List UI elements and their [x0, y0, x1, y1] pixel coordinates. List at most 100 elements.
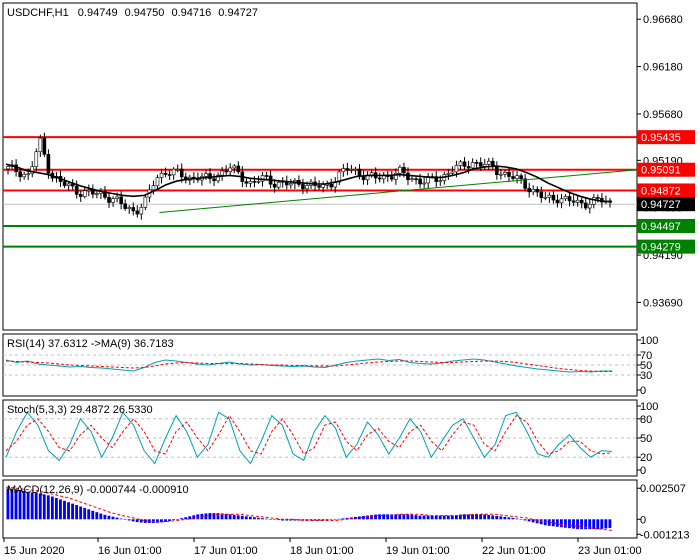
macd-histogram-bar [414, 515, 418, 520]
bull-candle [531, 188, 536, 193]
bear-candle [527, 188, 531, 193]
macd-histogram-bar [10, 488, 14, 520]
rsi-level-label: 70 [640, 350, 652, 362]
rsi-level-label: 50 [640, 360, 652, 372]
bear-candle [14, 164, 18, 173]
macd-histogram-bar [523, 519, 527, 521]
time-label: 16 Jun 01:00 [98, 545, 162, 557]
macd-histogram-bar [172, 519, 175, 521]
macd-histogram-bar [123, 519, 127, 520]
time-label: 23 Jun 01:00 [578, 545, 642, 557]
macd-histogram-bar [59, 499, 62, 520]
macd-histogram-bar [547, 519, 551, 526]
macd-histogram-bar [559, 519, 563, 528]
macd-histogram-bar [353, 516, 357, 520]
macd-histogram-bar [313, 519, 317, 521]
bear-candle [62, 181, 67, 186]
macd-histogram-bar [386, 514, 390, 520]
macd-histogram-bar [155, 519, 159, 523]
bear-candle [478, 162, 483, 167]
macd-histogram-bar [6, 488, 10, 520]
bear-candle [511, 176, 515, 179]
macd-histogram-bar [370, 515, 373, 520]
bear-candle [91, 189, 95, 195]
macd-histogram-bar [184, 517, 188, 520]
macd-histogram-bar [442, 515, 446, 520]
bull-candle [575, 199, 580, 203]
stoch-level-label: 100 [640, 401, 658, 413]
resistance-level-tag [637, 130, 695, 145]
trend-line [159, 169, 638, 213]
bull-candle [139, 207, 144, 215]
macd-histogram-bar [75, 505, 79, 520]
bear-candle [135, 210, 140, 215]
bear-candle [208, 173, 212, 180]
bear-candle [507, 172, 511, 177]
main-pane[interactable] [2, 2, 638, 331]
macd-histogram-bar [551, 519, 555, 527]
macd-histogram-bar [491, 515, 495, 520]
current-price-tag [637, 197, 695, 212]
bull-candle [260, 175, 265, 182]
macd-histogram-bar [119, 518, 123, 520]
bull-candle [276, 181, 281, 188]
macd-histogram-bar [499, 516, 503, 520]
support-level-tag [637, 218, 695, 233]
macd-histogram-bar [87, 509, 91, 520]
macd-histogram-bar [325, 519, 329, 521]
macd-histogram-bar [543, 519, 547, 526]
bull-candle [559, 198, 564, 204]
bull-candle [369, 172, 374, 176]
bear-candle [390, 176, 394, 180]
bear-candle [272, 183, 277, 188]
bear-candle [377, 177, 382, 180]
macd-histogram-bar [406, 514, 410, 520]
bear-candle [212, 178, 216, 182]
bull-candle [341, 168, 346, 173]
bull-candle [151, 185, 156, 191]
bear-candle [74, 185, 79, 195]
bear-candle [163, 172, 168, 175]
bear-candle [167, 174, 172, 176]
time-label: 17 Jun 01:00 [194, 545, 258, 557]
macd-histogram-bar [240, 515, 244, 520]
price-tick-label: 0.96680 [643, 14, 683, 26]
rsi-title: RSI(14) 37.6312 ->MA(9) 36.7183 [7, 338, 174, 350]
macd-pane[interactable] [2, 479, 638, 539]
resistance-level-value: 0.94872 [641, 185, 681, 197]
bear-candle [244, 181, 249, 184]
high-price: 0.94750 [125, 7, 165, 19]
macd-histogram-bar [143, 519, 147, 523]
macd-histogram-bar [180, 518, 184, 520]
macd-histogram-bar [438, 515, 442, 520]
macd-histogram-bar [475, 514, 478, 520]
macd-histogram-bar [333, 519, 337, 520]
low-price: 0.94716 [171, 7, 211, 19]
bull-candle [438, 180, 443, 182]
bull-candle [289, 183, 293, 186]
macd-histogram-bar [515, 518, 519, 520]
macd-histogram-bar [293, 519, 297, 521]
bull-candle [446, 173, 451, 175]
macd-signal-line [5, 486, 613, 531]
macd-histogram-bar [471, 514, 474, 520]
macd-histogram-bar [63, 500, 66, 520]
macd-histogram-bar [305, 519, 309, 521]
macd-level-label: 0.002507 [640, 483, 686, 495]
macd-histogram-bar [212, 513, 216, 520]
macd-histogram-bar [111, 516, 115, 520]
bear-candle [551, 194, 556, 201]
bull-candle [143, 196, 148, 208]
macd-histogram-bar [410, 514, 414, 520]
bull-candle [547, 194, 552, 198]
bull-candle [6, 166, 10, 170]
macd-histogram-bar [269, 519, 272, 520]
bear-candle [466, 166, 471, 169]
macd-histogram-bar [463, 514, 466, 520]
bear-candle [78, 194, 83, 197]
bear-candle [18, 171, 22, 178]
bull-candle [398, 166, 402, 174]
bull-candle [394, 172, 398, 180]
macd-histogram-bar [519, 519, 523, 520]
